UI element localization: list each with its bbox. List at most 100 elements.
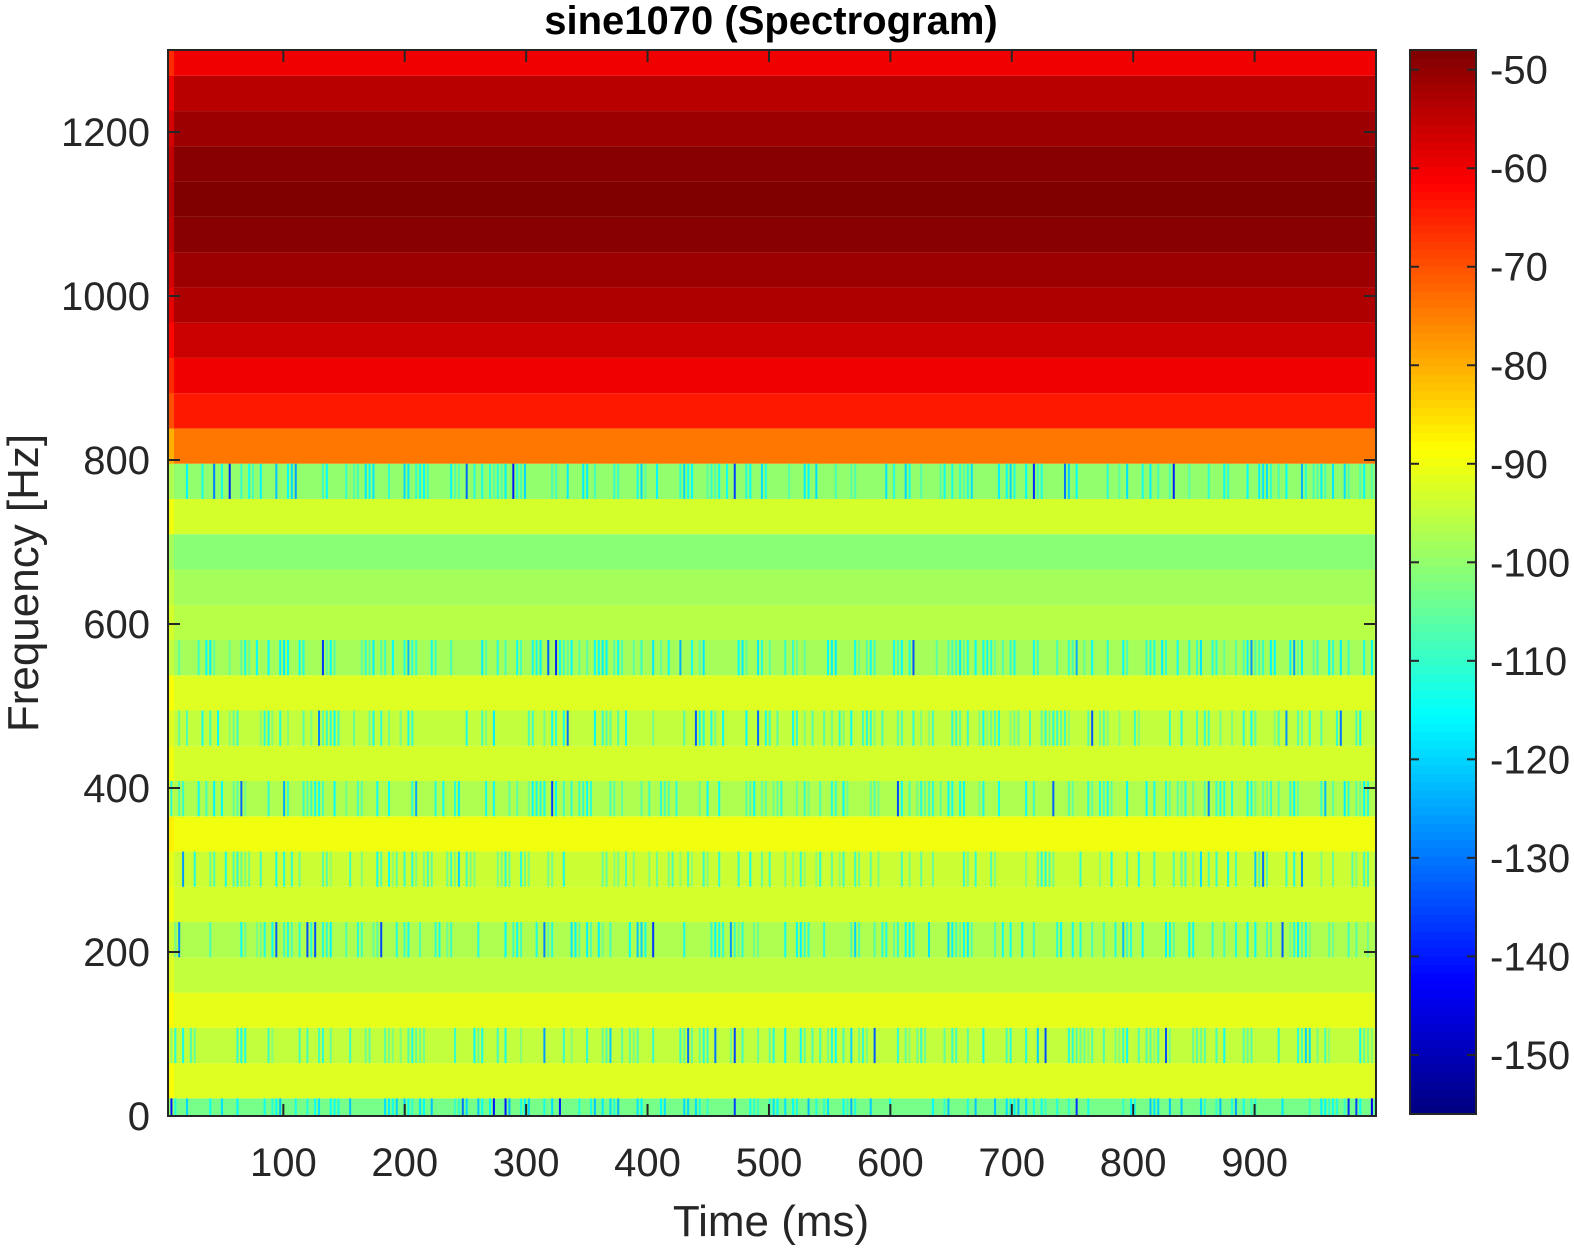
heatmap-speckle — [951, 922, 954, 958]
heatmap-speckle — [795, 1098, 798, 1116]
heatmap-speckle — [333, 781, 336, 817]
heatmap-speckle — [1153, 639, 1156, 676]
heatmap-speckle — [854, 1098, 857, 1116]
heatmap-speckle — [244, 639, 247, 676]
heatmap-speckle — [714, 1027, 717, 1064]
heatmap-speckle — [481, 639, 484, 676]
heatmap-speckle — [1254, 710, 1257, 746]
heatmap-speckle — [621, 781, 624, 817]
heatmap-speckle — [368, 1027, 371, 1064]
colorbar-cell — [1410, 183, 1476, 192]
heatmap-speckle — [263, 710, 266, 746]
heatmap-speckle — [931, 710, 934, 746]
heatmap-speckle — [1254, 781, 1257, 817]
heatmap-speckle — [1025, 1098, 1028, 1116]
heatmap-speckle — [345, 463, 348, 499]
heatmap-speckle — [543, 1098, 546, 1116]
heatmap-speckle — [1304, 463, 1307, 499]
heatmap-speckle — [1316, 1027, 1319, 1064]
heatmap-onset-cell — [168, 745, 175, 782]
heatmap-speckle — [1005, 463, 1008, 499]
heatmap-speckle — [267, 639, 270, 676]
heatmap-speckle — [943, 463, 946, 499]
heatmap-speckle — [485, 781, 488, 817]
heatmap-speckle — [757, 1098, 760, 1116]
heatmap-onset-cell — [168, 50, 175, 76]
heatmap-onset-cell — [168, 569, 175, 605]
heatmap-speckle — [994, 851, 997, 887]
heatmap-speckle — [966, 1027, 969, 1064]
heatmap-speckle — [1188, 639, 1191, 676]
heatmap-speckle — [663, 781, 666, 817]
heatmap-speckle — [640, 463, 643, 499]
colorbar-cell — [1410, 656, 1476, 666]
heatmap-speckle — [411, 710, 414, 746]
heatmap-speckle — [259, 851, 262, 887]
heatmap-speckle — [1044, 851, 1047, 887]
heatmap-speckle — [687, 1098, 690, 1116]
heatmap-speckle — [1025, 851, 1028, 887]
heatmap-speckle — [1013, 710, 1016, 746]
heatmap-speckle — [454, 463, 457, 499]
heatmap-speckle — [201, 710, 204, 746]
heatmap-speckle — [683, 1098, 686, 1116]
heatmap-speckle — [450, 463, 453, 499]
heatmap-speckle — [1203, 1027, 1206, 1064]
heatmap-speckle — [422, 851, 425, 887]
heatmap-speckle — [1367, 922, 1370, 958]
heatmap-speckle — [1277, 463, 1280, 499]
heatmap-speckle — [1192, 851, 1195, 887]
heatmap-speckle — [725, 463, 728, 499]
heatmap-speckle — [1285, 851, 1288, 887]
heatmap-speckle — [275, 851, 278, 887]
heatmap-speckle — [943, 1027, 946, 1064]
heatmap-speckle — [970, 463, 973, 499]
heatmap-speckle — [764, 781, 767, 817]
heatmap-speckle — [780, 781, 783, 817]
heatmap-speckle — [900, 710, 903, 746]
colorbar-tick-label: -100 — [1490, 541, 1570, 585]
heatmap-speckle — [217, 710, 220, 746]
heatmap-speckle — [1056, 1098, 1059, 1116]
heatmap-speckle — [795, 922, 798, 958]
heatmap-speckle — [543, 781, 546, 817]
heatmap-speckle — [306, 1098, 309, 1116]
heatmap-speckle — [1262, 781, 1265, 817]
heatmap-speckle — [745, 639, 748, 676]
heatmap-speckle — [613, 1098, 616, 1116]
heatmap-speckle — [1133, 710, 1136, 746]
heatmap-speckle — [1359, 781, 1362, 817]
colorbar-tick-label: -80 — [1490, 344, 1548, 388]
heatmap-band — [168, 357, 1376, 394]
heatmap-speckle — [741, 1027, 744, 1064]
heatmap-speckle — [590, 1098, 593, 1116]
heatmap-band — [168, 498, 1376, 535]
heatmap-speckle — [1332, 1098, 1335, 1116]
heatmap-speckle — [803, 1027, 806, 1064]
heatmap-speckle — [951, 1027, 954, 1064]
heatmap-speckle — [1126, 463, 1129, 499]
heatmap-speckle — [1347, 922, 1350, 958]
heatmap-speckle — [691, 851, 694, 887]
heatmap-speckle — [1106, 639, 1109, 676]
y-tick-label: 1000 — [61, 275, 150, 319]
heatmap-speckle — [628, 922, 631, 958]
colorbar-cell — [1410, 972, 1476, 982]
heatmap-speckle — [838, 710, 841, 746]
heatmap-speckle — [753, 1098, 756, 1116]
heatmap-speckle — [982, 781, 985, 817]
heatmap-speckle — [380, 922, 383, 958]
heatmap-speckle — [1324, 781, 1327, 817]
heatmap-speckle — [621, 639, 624, 676]
heatmap-speckle — [489, 463, 492, 499]
heatmap-onset-cell — [168, 463, 175, 499]
colorbar-cell — [1410, 424, 1476, 433]
heatmap-speckle — [1242, 639, 1245, 676]
heatmap-speckle — [368, 639, 371, 676]
heatmap-speckle — [1370, 463, 1373, 499]
heatmap-speckle — [710, 463, 713, 499]
heatmap-speckle — [1308, 922, 1311, 958]
heatmap-speckle — [415, 851, 418, 887]
heatmap-speckle — [306, 922, 309, 958]
heatmap-speckle — [477, 922, 480, 958]
